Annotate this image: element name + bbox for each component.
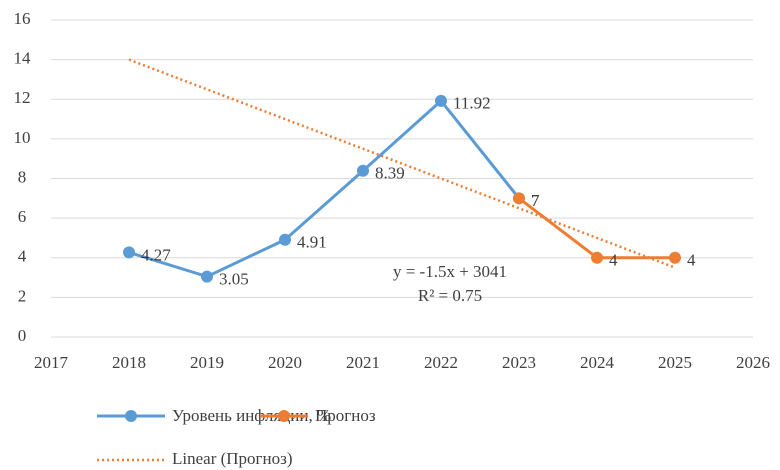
x-tick-label: 2025 <box>658 353 692 372</box>
data-label: 4 <box>687 251 696 270</box>
annotation: R² = 0.75 <box>418 286 482 305</box>
point <box>123 246 135 259</box>
point <box>591 251 603 264</box>
data-label: 7 <box>531 191 540 210</box>
y-tick-label: 4 <box>18 247 27 266</box>
y-tick-label: 14 <box>14 49 32 68</box>
point <box>435 94 447 107</box>
point <box>201 270 213 283</box>
x-tick-label: 2020 <box>268 353 302 372</box>
x-tick-label: 2018 <box>112 353 146 372</box>
series-line <box>518 197 675 260</box>
data-label: 8.39 <box>375 164 405 183</box>
x-tick-label: 2017 <box>34 353 69 372</box>
data-label: 7 <box>531 191 540 210</box>
point <box>669 251 681 264</box>
y-tick-label: 8 <box>18 167 27 186</box>
legend-marker <box>125 410 137 422</box>
x-tick-label: 2019 <box>190 353 224 372</box>
y-tick-label: 12 <box>14 88 31 107</box>
x-tick-label: 2023 <box>502 353 536 372</box>
y-tick-label: 0 <box>18 326 27 345</box>
point <box>357 164 369 177</box>
data-label: 4 <box>609 251 618 270</box>
point <box>279 233 291 246</box>
x-tick-label: 2021 <box>346 353 380 372</box>
legend-label: Уровень инфляции, % <box>172 406 331 425</box>
data-label: 3.05 <box>219 269 249 288</box>
legend-label: Linear (Прогноз) <box>172 449 293 468</box>
data-label: 11.92 <box>453 94 491 113</box>
data-label: 4.27 <box>141 245 171 264</box>
legend-marker <box>278 410 290 422</box>
data-label: 4.91 <box>297 233 327 252</box>
x-tick-label: 2026 <box>736 353 770 372</box>
y-tick-label: 6 <box>18 207 27 226</box>
series-line <box>128 98 521 279</box>
legend-label: Прогноз <box>315 406 376 425</box>
x-tick-label: 2024 <box>580 353 615 372</box>
y-tick-label: 10 <box>14 128 31 147</box>
trendline <box>128 58 676 269</box>
y-tick-label: 16 <box>14 9 31 28</box>
y-tick-label: 2 <box>18 286 27 305</box>
point <box>513 192 525 205</box>
annotation: y = -1.5x + 3041 <box>393 262 507 281</box>
x-tick-label: 2022 <box>424 353 458 372</box>
